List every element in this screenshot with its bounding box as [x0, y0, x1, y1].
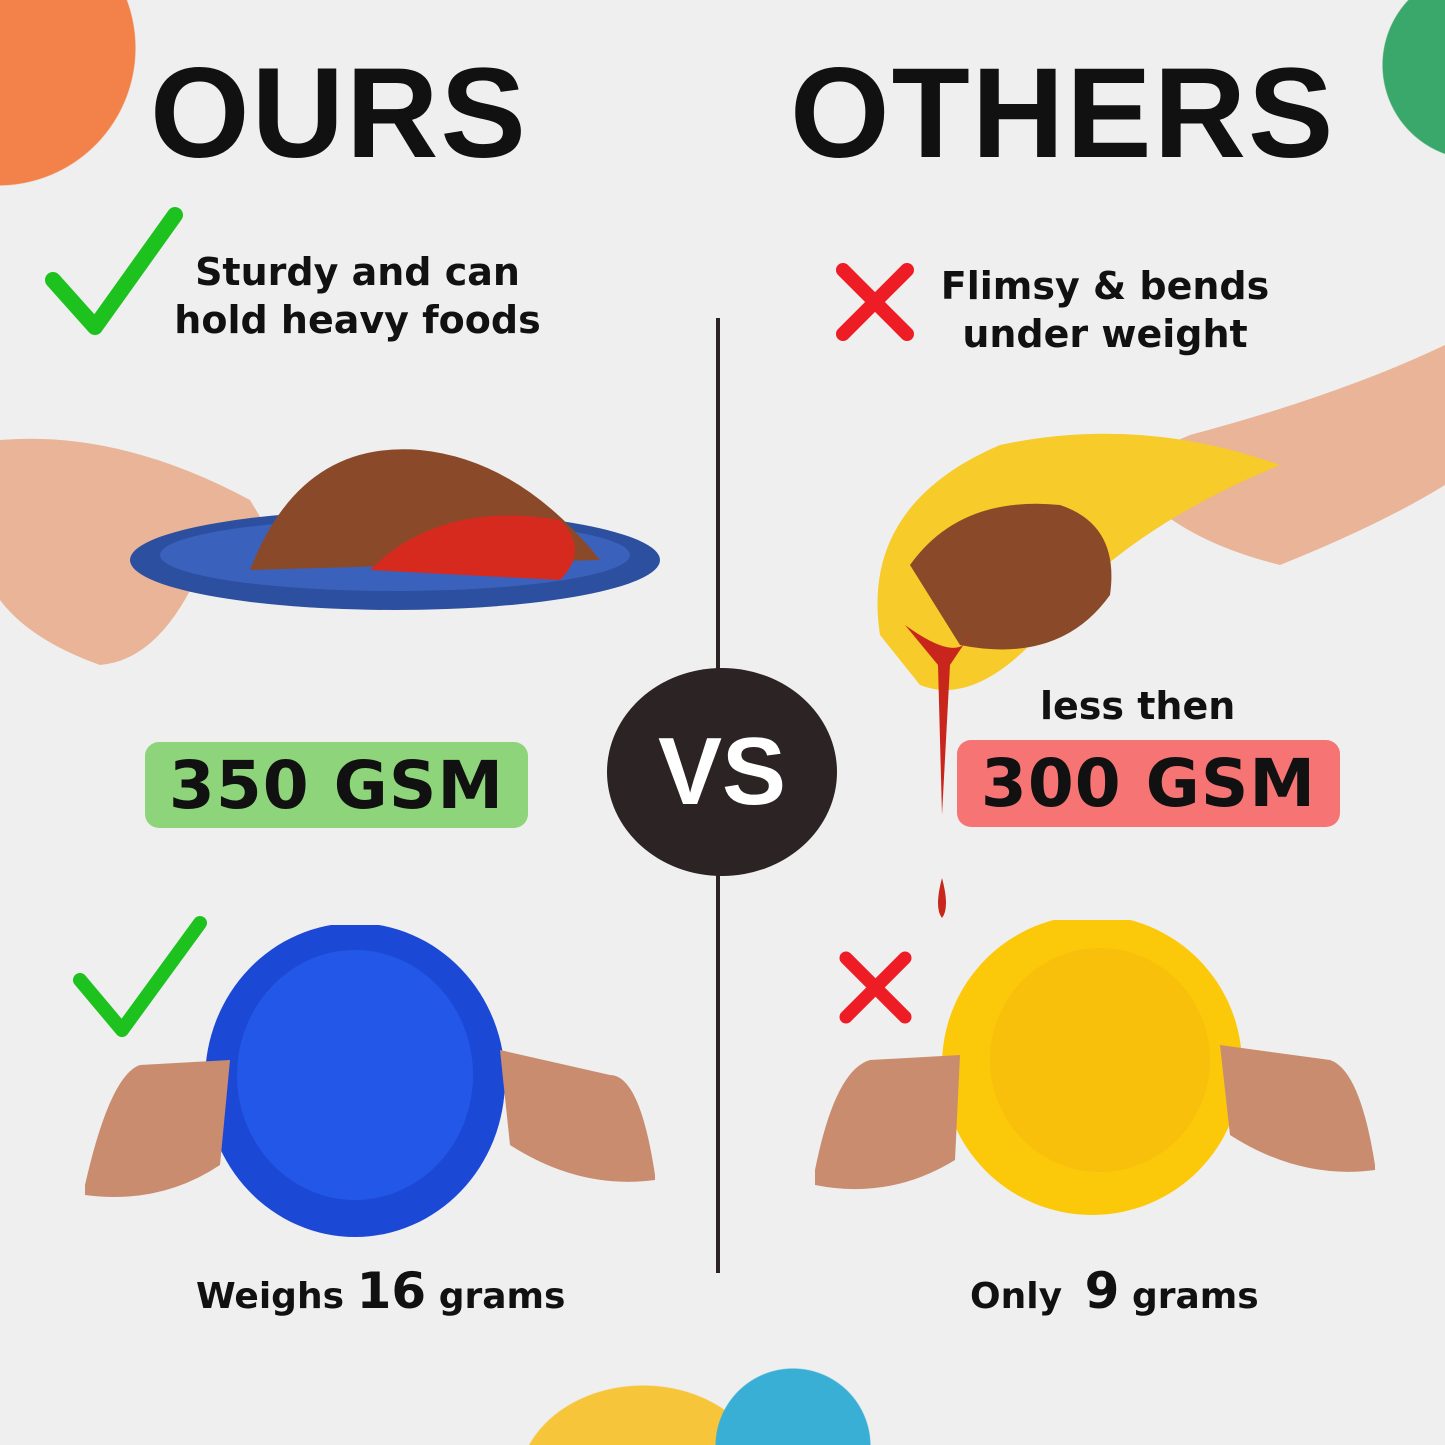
ours-claim: Sturdy and can hold heavy foods	[160, 248, 555, 344]
others-bent-plate-image	[877, 345, 1445, 815]
others-gsm-badge: 300 GSM	[957, 740, 1340, 827]
others-weight-value: 9	[1084, 1262, 1120, 1320]
others-weight-unit: grams	[1131, 1276, 1259, 1317]
ours-title: OURS	[150, 42, 528, 185]
others-weight-prefix: Only	[970, 1276, 1063, 1317]
ours-weight-value: 16	[356, 1262, 427, 1320]
ours-weight: Weighs 16 grams	[196, 1262, 565, 1320]
vs-label: VS	[657, 718, 787, 825]
ours-plate-with-food-image	[0, 438, 660, 665]
cross-icon	[839, 951, 912, 1024]
ours-weight-unit: grams	[438, 1276, 566, 1317]
decor-circle-green	[1382, 0, 1445, 160]
ours-claim-line1: Sturdy and can	[195, 250, 520, 294]
others-claim: Flimsy & bends under weight	[925, 262, 1285, 358]
others-gsm-prefix: less then	[1040, 684, 1236, 728]
ours-gsm-badge: 350 GSM	[145, 742, 528, 828]
ours-claim-line2: hold heavy foods	[174, 298, 541, 342]
others-weight: Only 9 grams	[970, 1262, 1259, 1320]
ketchup-drop	[938, 878, 946, 918]
check-icon	[45, 207, 183, 335]
ours-blue-plate-image	[85, 925, 655, 1237]
cross-icon	[836, 263, 914, 341]
others-yellow-plate-image	[815, 920, 1375, 1215]
ours-weight-prefix: Weighs	[196, 1276, 345, 1317]
check-icon	[73, 916, 207, 1037]
others-claim-line2: under weight	[962, 312, 1248, 356]
decor-circle-orange	[0, 0, 136, 186]
decor-circle-blue	[715, 1368, 871, 1445]
others-claim-line1: Flimsy & bends	[940, 264, 1270, 308]
vs-badge: VS	[607, 668, 837, 876]
others-title: OTHERS	[790, 42, 1336, 185]
